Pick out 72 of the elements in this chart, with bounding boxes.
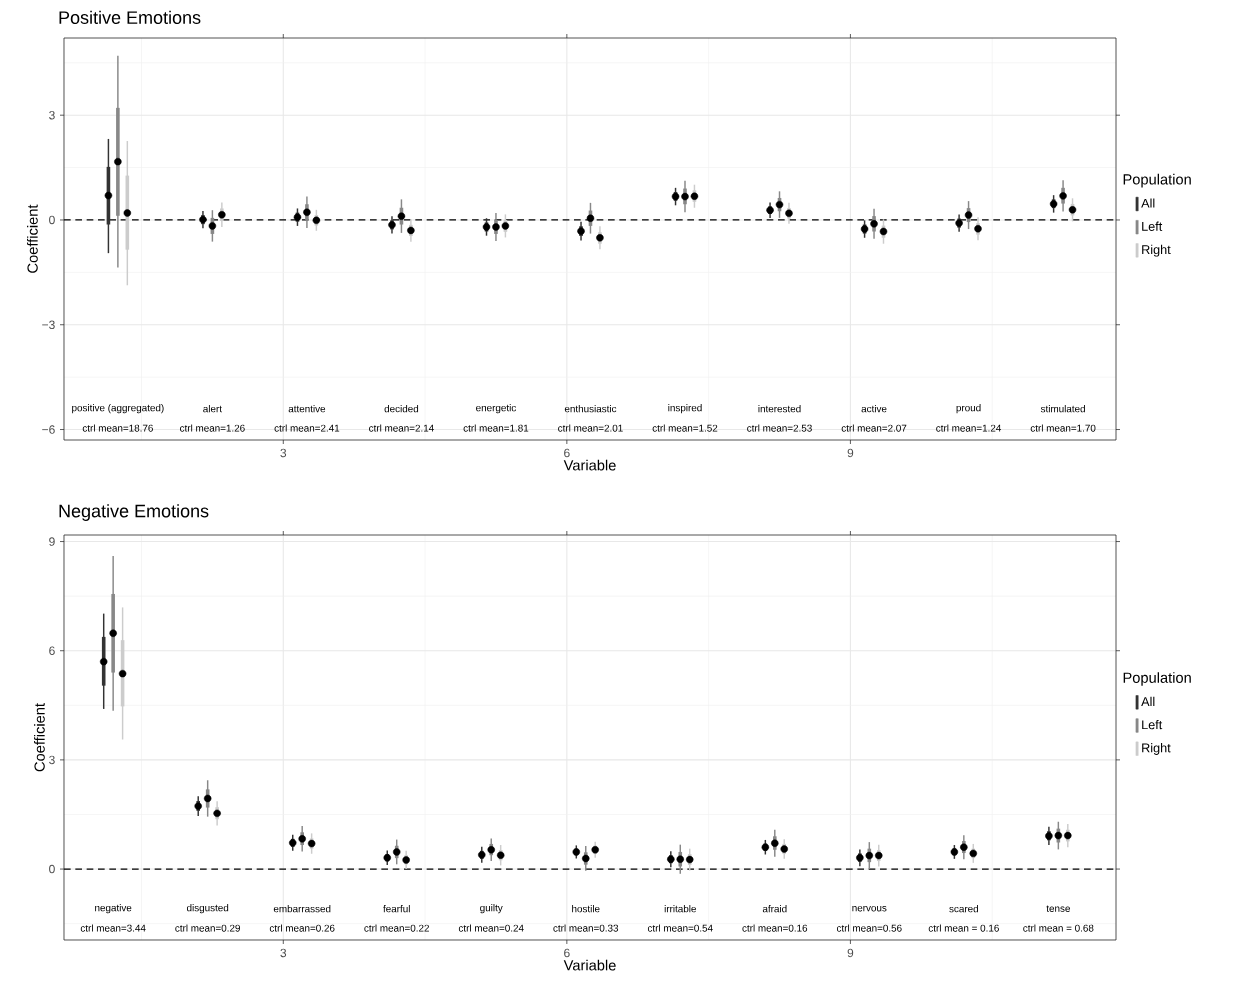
legend-label: All	[1141, 198, 1155, 208]
annotation: disgusted	[186, 904, 229, 914]
annotation: ctrl mean=3.44	[80, 924, 146, 932]
annotation: ctrl mean=0.54	[647, 924, 713, 932]
annotation: ctrl mean=0.24	[458, 924, 524, 932]
annotation: ctrl mean=2.01	[558, 424, 623, 432]
annotation: ctrl mean=1.26	[180, 424, 245, 432]
annotation: ctrl mean=1.81	[463, 424, 529, 432]
y-tick-label: 3	[49, 755, 55, 765]
annotation: negative	[95, 904, 132, 914]
y-tick-label: −3	[42, 320, 55, 330]
annotation: ctrl mean = 0.68	[1023, 924, 1094, 932]
annotation: enthusiastic	[564, 405, 617, 413]
annotation: interested	[758, 405, 801, 413]
x-tick-label: 6	[564, 448, 570, 458]
legend-label: Left	[1142, 719, 1163, 730]
x-axis-title: Variable	[563, 959, 616, 971]
annotation: energetic	[476, 404, 516, 414]
annotation: active	[861, 405, 887, 413]
annotation: hostile	[572, 905, 600, 913]
annotation: ctrl mean=2.53	[747, 424, 812, 432]
annotation: alert	[203, 405, 222, 413]
y-axis-title: Coefficient	[27, 204, 38, 273]
y-tick-label: 9	[49, 537, 55, 546]
x-tick-label: 3	[280, 948, 287, 958]
annotation: positive (aggregated)	[72, 404, 164, 414]
legend-label: Right	[1142, 244, 1171, 257]
annotation: ctrl mean=0.29	[175, 924, 240, 932]
y-tick-label: 0	[49, 864, 55, 874]
annotation: afraid	[762, 905, 787, 913]
annotation: decided	[384, 405, 419, 413]
y-tick-label: 0	[49, 215, 55, 225]
annotation: nervous	[852, 905, 887, 912]
annotation: inspired	[668, 404, 702, 414]
annotation: fearful	[383, 905, 410, 913]
x-tick-label: 9	[847, 948, 854, 958]
y-tick-label: −6	[42, 425, 55, 434]
chart-title: Positive Emotions	[59, 10, 201, 24]
annotation: tense	[1046, 905, 1070, 912]
annotation: ctrl mean=0.56	[836, 924, 902, 932]
legend-label: All	[1141, 696, 1155, 706]
annotation: scared	[949, 905, 978, 913]
annotation: irritable	[664, 905, 697, 913]
annotation: attentive	[288, 405, 326, 413]
annotation: ctrl mean=1.24	[936, 424, 1002, 432]
legend-label: Left	[1142, 221, 1163, 231]
annotation: ctrl mean=0.26	[269, 924, 335, 932]
annotation: ctrl mean=0.33	[553, 924, 619, 932]
annotation: ctrl mean=18.76	[82, 424, 153, 432]
annotation: embarrassed	[273, 905, 331, 913]
annotation: ctrl mean=2.07	[841, 424, 907, 432]
legend-label: Right	[1142, 743, 1171, 755]
y-tick-label: 3	[49, 110, 55, 120]
legend-title: Population	[1123, 173, 1191, 188]
chart-title: Negative Emotions	[59, 504, 209, 521]
y-tick-label: 6	[49, 646, 55, 655]
annotation: ctrl mean=1.70	[1030, 424, 1096, 432]
annotation: ctrl mean = 0.16	[928, 924, 999, 932]
x-tick-label: 9	[847, 448, 854, 458]
annotation: proud	[956, 404, 981, 414]
y-axis-title: Coefficient	[34, 703, 45, 772]
x-tick-label: 3	[280, 448, 287, 458]
annotation: guilty	[480, 904, 503, 914]
annotation: ctrl mean=1.52	[652, 424, 718, 432]
x-tick-label: 6	[564, 948, 570, 958]
annotation: stimulated	[1040, 405, 1085, 413]
annotation: ctrl mean=0.22	[364, 924, 429, 932]
annotation: ctrl mean=0.16	[742, 924, 808, 932]
annotation: ctrl mean=2.41	[274, 424, 340, 432]
legend-title: Population	[1123, 672, 1191, 686]
annotation: ctrl mean=2.14	[369, 424, 434, 432]
x-axis-title: Variable	[563, 459, 616, 471]
